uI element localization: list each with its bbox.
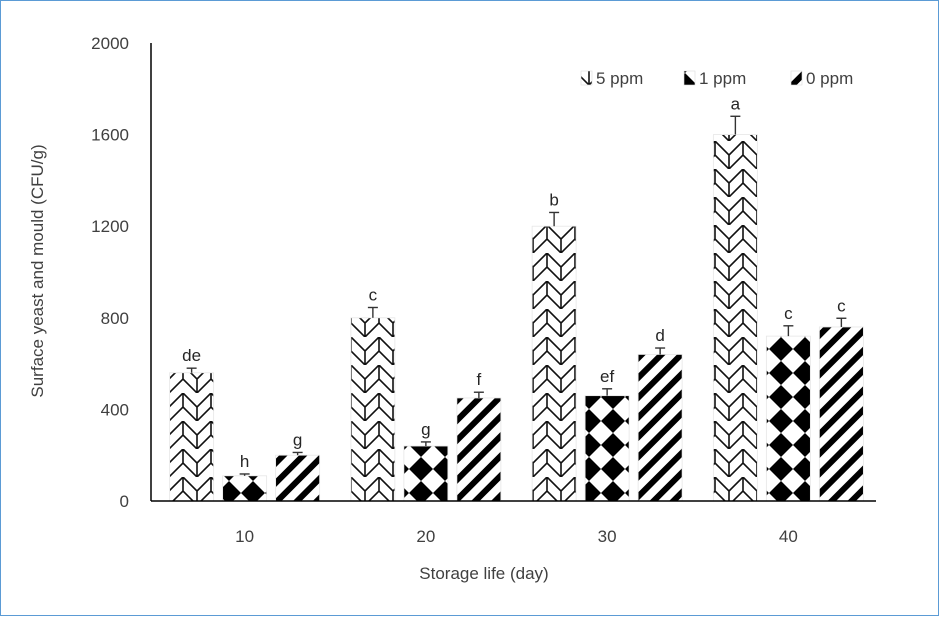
- x-tick-label: 30: [598, 527, 617, 546]
- y-tick-label: 1600: [91, 126, 129, 145]
- y-axis-ticks: 0 400 800 1200 1600 2000: [91, 34, 129, 511]
- legend: 5 ppm 1 ppm 0 ppm: [580, 69, 853, 88]
- significance-label: g: [421, 420, 430, 439]
- x-tick-label: 10: [235, 527, 254, 546]
- significance-label: d: [655, 326, 664, 345]
- bar: [350, 317, 396, 502]
- bar: [275, 454, 321, 502]
- legend-swatch: [683, 70, 696, 86]
- bar: [403, 445, 449, 502]
- bar: [222, 475, 268, 502]
- significance-label: g: [293, 430, 302, 449]
- x-axis-title: Storage life (day): [419, 564, 548, 583]
- significance-label: c: [369, 285, 378, 304]
- bar: [584, 395, 630, 502]
- y-tick-label: 0: [120, 492, 129, 511]
- bar: [169, 372, 215, 502]
- y-tick-label: 800: [101, 309, 129, 328]
- significance-label: de: [182, 346, 201, 365]
- significance-label: a: [731, 94, 741, 113]
- x-axis-ticks: 10 20 30 40: [235, 527, 798, 546]
- x-tick-label: 20: [416, 527, 435, 546]
- bar: [456, 397, 502, 502]
- y-axis-title: Surface yeast and mould (CFU/g): [28, 144, 47, 397]
- significance-label: f: [477, 370, 482, 389]
- legend-label: 1 ppm: [699, 69, 746, 88]
- bar: [712, 134, 758, 502]
- significance-label: b: [549, 190, 558, 209]
- significance-label: ef: [600, 367, 614, 386]
- bar: [818, 326, 864, 502]
- legend-swatch: [580, 70, 593, 86]
- legend-swatch: [790, 70, 803, 86]
- x-tick-label: 40: [779, 527, 798, 546]
- significance-label: h: [240, 452, 249, 471]
- bar: [765, 335, 811, 502]
- legend-label: 0 ppm: [806, 69, 853, 88]
- bars: de h g c g f b ef d a c c: [169, 94, 864, 502]
- y-tick-label: 2000: [91, 34, 129, 53]
- significance-label: c: [837, 296, 846, 315]
- legend-label: 5 ppm: [596, 69, 643, 88]
- bar: [531, 225, 577, 502]
- y-tick-label: 400: [101, 400, 129, 419]
- bar: [637, 354, 683, 502]
- significance-label: c: [784, 304, 793, 323]
- y-tick-label: 1200: [91, 217, 129, 236]
